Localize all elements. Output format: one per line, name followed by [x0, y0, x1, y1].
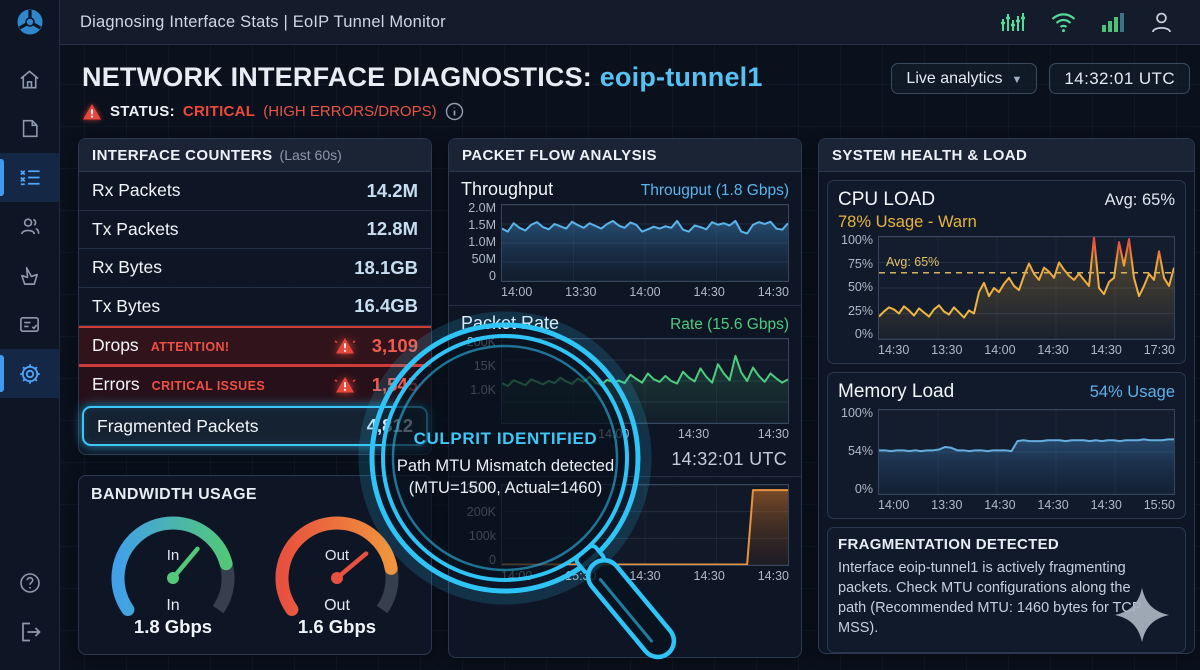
interface-name: eoip-tunnel1 — [599, 62, 763, 92]
counter-row: Tx Packets 12.8M — [79, 211, 431, 249]
equalizer-icon — [1001, 13, 1025, 31]
gauge-in: In In 1.8 Gbps — [94, 506, 252, 638]
sidebar-item-home[interactable] — [0, 55, 59, 104]
counter-row-fragmented: Fragmented Packets 4,812 — [82, 406, 428, 446]
logo-icon — [16, 8, 43, 36]
page-title: NETWORK INTERFACE DIAGNOSTICS: eoip-tunn… — [82, 62, 763, 93]
gauge-label: In — [166, 597, 180, 614]
memory-load-chart: 100% 54% 0% 14:00 13:30 14:30 14:30 14:30 15:50 — [841, 406, 1175, 512]
sidebar-item-settings[interactable] — [0, 349, 59, 398]
status-label: STATUS: — [110, 103, 175, 120]
counter-row-errors: Errors CRITICAL ISSUES 1,545 — [79, 364, 431, 403]
signal-bars-icon — [1102, 13, 1124, 32]
svg-text:Out: Out — [325, 547, 350, 564]
memory-load-card: Memory Load 54% Usage 100% 54% 0% 14:00 13:3… — [827, 372, 1186, 519]
help-icon — [19, 572, 40, 593]
packet-rate-chart: 200K 15K 1.0K 14:00 14:30 14:30 — [466, 335, 789, 441]
active-indicator — [0, 355, 4, 392]
fragment-step-chart: 300K 200K 100k 0 14:00 15:30 14:30 14:30 14:30 — [466, 481, 789, 583]
critical-badge: CRITICAL ISSUES — [151, 378, 266, 393]
gauge-out: Out Out 1.6 Gbps — [258, 506, 416, 638]
warning-triangle-icon — [83, 103, 101, 119]
task-list-icon — [19, 170, 40, 186]
utc-clock: 14:32:01 UTC — [1049, 63, 1190, 94]
sidebar-nav — [0, 45, 60, 670]
sidebar-item-logout[interactable] — [0, 607, 59, 656]
cpu-avg: Avg: 65% — [1104, 191, 1175, 209]
gear-icon — [19, 363, 40, 384]
file-icon — [22, 119, 38, 138]
counter-row: Tx Bytes 16.4GB — [79, 288, 431, 326]
panel-title: INTERFACE COUNTERS — [92, 146, 273, 164]
home-icon — [20, 70, 39, 89]
user-icon[interactable] — [1149, 10, 1174, 35]
counter-row: Rx Packets 14.2M — [79, 172, 431, 211]
top-bar: Diagnosing Interface Stats | EoIP Tunnel… — [0, 0, 1200, 45]
counter-row: Rx Bytes 18.1GB — [79, 249, 431, 288]
sidebar-item-users[interactable] — [0, 202, 59, 251]
sidebar-item-tools[interactable] — [0, 251, 59, 300]
sidebar-item-reports[interactable] — [0, 300, 59, 349]
panel-title: SYSTEM HEALTH & LOAD — [832, 146, 1028, 164]
wifi-icon — [1051, 13, 1076, 33]
sidebar-item-diagnostics[interactable] — [0, 153, 59, 202]
analytics-dropdown-label: Live analytics — [906, 69, 1003, 87]
warning-triangle-icon — [334, 337, 356, 354]
memory-title: Memory Load — [838, 381, 955, 402]
packet-rate-legend: Rate (15.6 Gbps) — [670, 316, 789, 333]
form-icon — [20, 316, 39, 333]
status-detail: (HIGH ERRORS/DROPS) — [263, 103, 437, 120]
interface-counters-panel: INTERFACE COUNTERS (Last 60s) Rx Packets… — [78, 138, 432, 455]
cpu-load-card: CPU LOAD Avg: 65% 78% Usage - Warn 100% 7… — [827, 180, 1186, 364]
status-line: STATUS: CRITICAL (HIGH ERRORS/DROPS) — [82, 102, 464, 121]
cpu-usage-warning: 78% Usage - Warn — [838, 213, 977, 231]
gauge-value: 1.8 Gbps — [133, 616, 213, 637]
cpu-title: CPU LOAD — [838, 189, 936, 210]
svg-text:In: In — [167, 547, 180, 564]
timestamp: 14:32:01 UTC — [671, 449, 787, 469]
system-health-panel: SYSTEM HEALTH & LOAD CPU LOAD Avg: 65% 7… — [818, 138, 1195, 654]
packet-rate-title: Packet Rate — [461, 313, 560, 333]
status-value: CRITICAL — [182, 103, 256, 120]
attention-badge: ATTENTION! — [150, 339, 230, 354]
app-logo[interactable] — [0, 0, 60, 45]
cpu-load-chart: 100% 75% 50% 25% 0% Avg: 65% 14:30 13:30 14:00 14… — [841, 233, 1175, 357]
counter-row-drops: Drops ATTENTION! 3,109 — [79, 326, 431, 365]
panel-subtitle: (Last 60s) — [279, 147, 342, 163]
packet-flow-panel: PACKET FLOW ANALYSIS Throughput Througpu… — [448, 138, 802, 658]
chevron-down-icon: ▼ — [1011, 73, 1023, 86]
sparkle-icon — [1114, 587, 1170, 643]
fragmentation-card: FRAGMENTATION DETECTED Interface eoip-tu… — [827, 527, 1186, 653]
logout-icon — [21, 622, 41, 641]
panel-title: PACKET FLOW ANALYSIS — [462, 146, 657, 164]
gauge-value: 1.6 Gbps — [297, 616, 377, 637]
bandwidth-usage-panel: BANDWIDTH USAGE In In 1.8 Gbps Out Out 1… — [78, 475, 432, 655]
gesture-icon — [21, 267, 38, 285]
info-icon[interactable] — [445, 102, 464, 121]
active-indicator — [0, 159, 4, 196]
throughput-legend: Througput (1.8 Gbps) — [640, 182, 789, 199]
users-icon — [20, 218, 39, 235]
sidebar-item-files[interactable] — [0, 104, 59, 153]
throughput-title: Throughput — [461, 179, 554, 199]
fragmentation-text: Interface eoip-tunnel1 is actively fragm… — [838, 560, 1142, 636]
gauge-label: Out — [324, 597, 350, 614]
throughput-chart: 2.0M 1.5M 1.0M 50M 0 14:00 13:30 14:00 14:30 14:3… — [468, 201, 789, 299]
warning-triangle-icon — [334, 376, 356, 393]
fragmentation-title: FRAGMENTATION DETECTED — [838, 536, 1060, 553]
sidebar-item-help[interactable] — [0, 558, 59, 607]
page-title-text: NETWORK INTERFACE DIAGNOSTICS: — [82, 62, 592, 92]
memory-usage: 54% Usage — [1089, 383, 1175, 401]
panel-title: BANDWIDTH USAGE — [91, 486, 257, 503]
analytics-dropdown[interactable]: Live analytics ▼ — [891, 63, 1038, 94]
window-title: Diagnosing Interface Stats | EoIP Tunnel… — [80, 12, 446, 31]
